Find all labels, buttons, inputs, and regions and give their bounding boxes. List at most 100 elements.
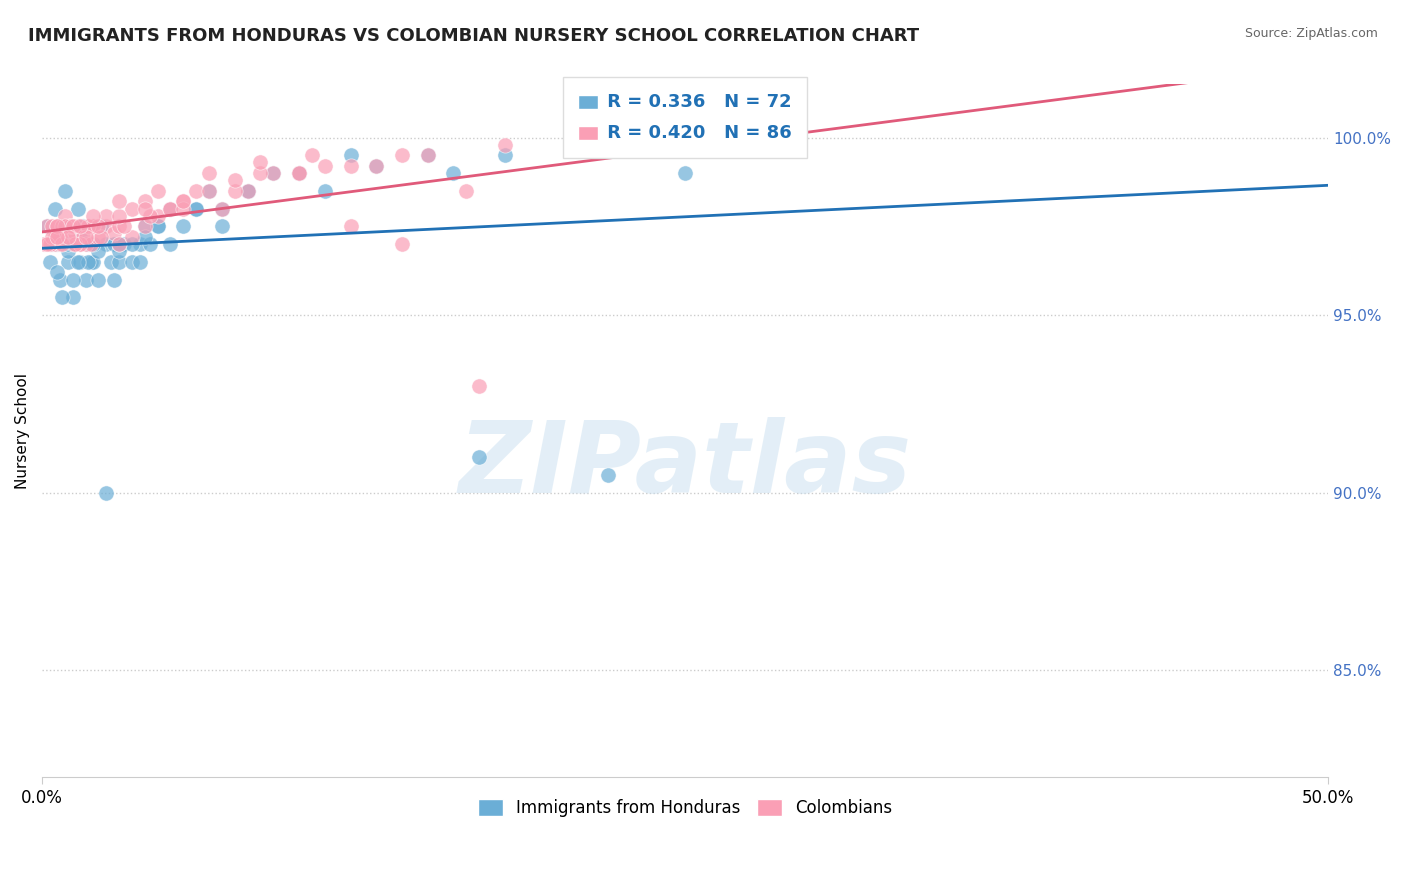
Point — [288, 166, 311, 180]
Point — [108, 209, 131, 223]
Point — [69, 219, 91, 234]
Point — [65, 237, 87, 252]
Point — [34, 237, 56, 252]
Point — [49, 230, 72, 244]
Point — [62, 290, 84, 304]
Point — [596, 467, 619, 482]
Point — [59, 219, 82, 234]
Point — [94, 237, 117, 252]
Point — [186, 202, 208, 216]
Point — [62, 219, 84, 234]
Point — [65, 227, 87, 241]
Point — [262, 166, 284, 180]
Point — [288, 166, 311, 180]
Point — [236, 184, 259, 198]
Point — [139, 209, 162, 223]
Point — [468, 379, 491, 393]
Point — [46, 230, 69, 244]
Point — [159, 202, 181, 216]
Point — [112, 219, 135, 234]
Point — [198, 184, 221, 198]
Point — [211, 202, 233, 216]
Point — [77, 219, 100, 234]
Point — [46, 237, 69, 252]
Point — [94, 219, 117, 234]
Point — [66, 255, 89, 269]
Point — [172, 194, 194, 209]
Point — [134, 202, 156, 216]
Point — [87, 272, 110, 286]
Point — [56, 237, 79, 252]
Point — [44, 237, 66, 252]
Point — [46, 219, 69, 234]
Point — [49, 272, 72, 286]
Point — [134, 219, 156, 234]
Point — [82, 209, 104, 223]
Point — [172, 194, 194, 209]
Text: IMMIGRANTS FROM HONDURAS VS COLOMBIAN NURSERY SCHOOL CORRELATION CHART: IMMIGRANTS FROM HONDURAS VS COLOMBIAN NU… — [28, 27, 920, 45]
Point — [94, 209, 117, 223]
Point — [224, 184, 246, 198]
Point — [90, 219, 112, 234]
Point — [51, 219, 73, 234]
Point — [673, 166, 696, 180]
Point — [35, 219, 58, 234]
Point — [66, 202, 89, 216]
Text: Source: ZipAtlas.com: Source: ZipAtlas.com — [1244, 27, 1378, 40]
Point — [128, 237, 150, 252]
Point — [416, 148, 439, 162]
Point — [35, 219, 58, 234]
Point — [72, 230, 94, 244]
Point — [146, 219, 169, 234]
Point — [44, 230, 66, 244]
Point — [38, 237, 60, 252]
Point — [146, 219, 169, 234]
Point — [468, 450, 491, 465]
Point — [59, 237, 82, 252]
Point — [211, 202, 233, 216]
Point — [249, 155, 271, 169]
Point — [56, 244, 79, 259]
Point — [236, 184, 259, 198]
Point — [77, 255, 100, 269]
Point — [82, 255, 104, 269]
Point — [121, 255, 143, 269]
Point — [51, 219, 73, 234]
Point — [456, 184, 478, 198]
Point — [77, 219, 100, 234]
Point — [494, 148, 516, 162]
Point — [172, 202, 194, 216]
Point — [94, 485, 117, 500]
Point — [65, 237, 87, 252]
Point — [103, 272, 125, 286]
Point — [108, 237, 131, 252]
Point — [103, 237, 125, 252]
Point — [72, 219, 94, 234]
Point — [41, 237, 63, 252]
Point — [100, 255, 122, 269]
Point — [87, 230, 110, 244]
Point — [87, 244, 110, 259]
Point — [75, 230, 97, 244]
Point — [82, 219, 104, 234]
Point — [75, 272, 97, 286]
Point — [186, 184, 208, 198]
Point — [441, 166, 464, 180]
Point — [46, 265, 69, 279]
Point — [59, 219, 82, 234]
Point — [172, 219, 194, 234]
Point — [121, 202, 143, 216]
Point — [79, 237, 101, 252]
Point — [366, 159, 388, 173]
Point — [249, 166, 271, 180]
Point — [56, 230, 79, 244]
Point — [339, 219, 361, 234]
Point — [62, 272, 84, 286]
Point — [46, 219, 69, 234]
Point — [38, 237, 60, 252]
Point — [108, 219, 131, 234]
Point — [134, 230, 156, 244]
Point — [288, 166, 311, 180]
Point — [146, 184, 169, 198]
Point — [108, 237, 131, 252]
